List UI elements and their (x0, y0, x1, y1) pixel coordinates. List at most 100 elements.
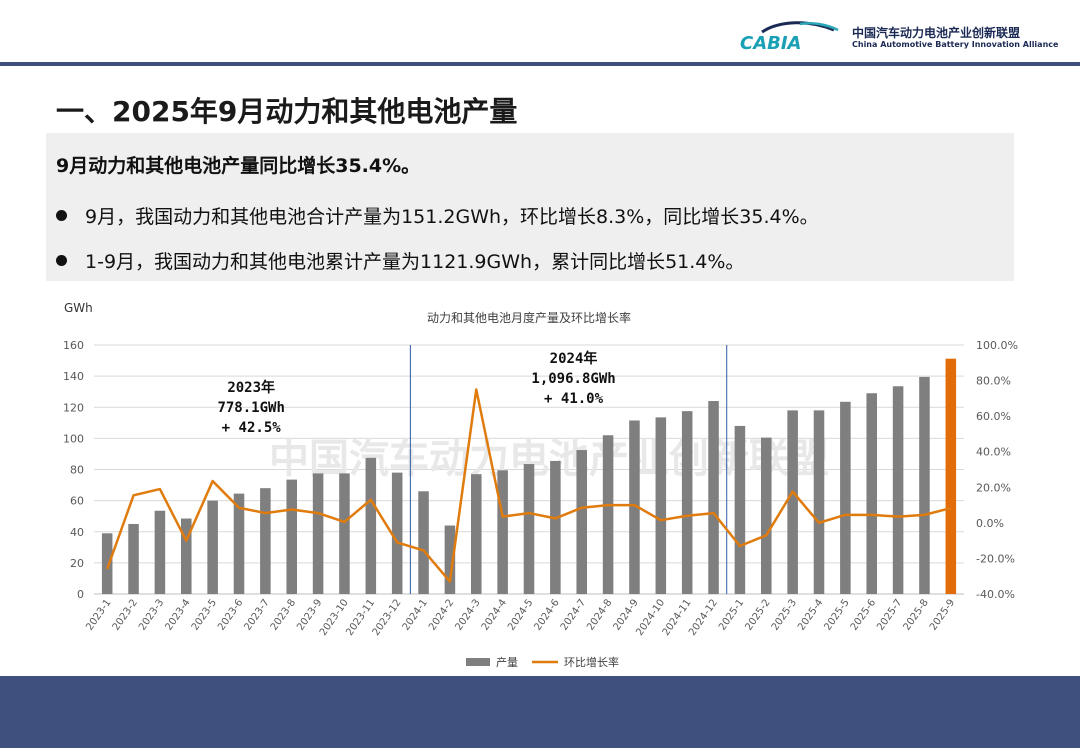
bar-production (312, 473, 324, 594)
page-title: 一、2025年9月动力和其他电池产量 (56, 95, 518, 128)
cabia-logo-icon: CABIA (740, 21, 839, 52)
bar-production (655, 417, 667, 594)
bar-production (128, 523, 139, 594)
bar-production (681, 411, 693, 594)
header-band: CABIA 中国汽车动力电池产业创新联盟 China Automotive Ba… (0, 0, 1080, 62)
x-tick-label: 2023-3 (137, 597, 166, 632)
summary-bullet-text: 9月，我国动力和其他电池合计产量为151.2GWh，环比增长8.3%，同比增长3… (85, 206, 819, 228)
legend-label-line: 环比增长率 (564, 655, 619, 669)
bar-production (286, 479, 297, 594)
annotation-text: 2024年 (550, 350, 598, 367)
annotation-text: + 42.5% (222, 420, 282, 436)
bar-production (813, 410, 825, 594)
logo-text: CABIA (740, 33, 802, 52)
x-tick-label: 2023-8 (269, 597, 298, 632)
bar-production (444, 525, 456, 594)
x-tick-label: 2024-7 (559, 597, 588, 632)
bar-production (471, 474, 482, 594)
bar-production (576, 450, 587, 594)
y-tick-label: 60 (70, 495, 84, 508)
y2-tick-label: 80.0% (976, 375, 1011, 388)
x-tick-label: 2024-6 (532, 597, 561, 632)
x-tick-label: 2023-7 (242, 597, 271, 632)
cabia-logo: CABIA 中国汽车动力电池产业创新联盟 China Automotive Ba… (740, 18, 1058, 54)
x-tick-label: 2024-1 (401, 597, 430, 632)
bar-production (734, 425, 746, 594)
x-tick-label: 2025-7 (875, 597, 904, 632)
bar-production (892, 386, 904, 594)
bar-production (866, 393, 877, 594)
chart-svg: 动力和其他电池月度产量及环比增长率 GWh 0 20 40 60 80 100 120 140 16… (63, 301, 1018, 669)
bar-production (418, 491, 429, 594)
x-tick-label: 2025-9 (928, 597, 957, 632)
x-tick-label: 2023-2 (111, 597, 140, 632)
bullet-dot-icon (56, 255, 67, 266)
bar-production (945, 358, 957, 594)
x-tick-label: 2023-4 (163, 597, 192, 632)
y-tick-label: 160 (63, 339, 84, 352)
x-tick-label: 2025-4 (796, 597, 825, 632)
legend-label-bar: 产量 (496, 655, 518, 669)
line-mom-growth (106, 388, 952, 583)
org-name-en: China Automotive Battery Innovation Alli… (852, 40, 1059, 49)
x-tick-label: 2025-2 (743, 597, 772, 632)
x-tick-label: 2023-1 (84, 597, 113, 632)
x-tick-label: 2025-3 (770, 597, 799, 632)
bar-production (339, 473, 350, 594)
x-tick-label: 2023-5 (190, 597, 219, 632)
bar-production (919, 376, 930, 594)
bar-production (365, 457, 377, 594)
x-tick-label: 2025-6 (849, 597, 878, 632)
bar-production (629, 420, 640, 594)
footer-band (0, 676, 1080, 748)
y2-tick-label: 100.0% (976, 339, 1018, 352)
y-tick-label: 20 (70, 557, 84, 570)
bar-production (602, 435, 614, 594)
y-tick-label: 100 (63, 432, 84, 445)
x-tick-label: 2025-1 (717, 597, 746, 632)
production-chart: 动力和其他电池月度产量及环比增长率 GWh 0 20 40 60 80 100 120 140 16… (46, 292, 1036, 676)
summary-bullet: 9月，我国动力和其他电池合计产量为151.2GWh，环比增长8.3%，同比增长3… (56, 202, 819, 229)
y-tick-label: 0 (77, 588, 84, 601)
bar-production (787, 410, 798, 594)
bullet-dot-icon (56, 210, 67, 221)
x-tick-label: 2024-8 (585, 597, 614, 632)
y-tick-label: 120 (63, 401, 84, 414)
bar-production (761, 437, 772, 594)
bar-production (101, 533, 113, 594)
org-name-cn: 中国汽车动力电池产业创新联盟 (852, 26, 1021, 40)
annotation-text: + 41.0% (544, 391, 604, 407)
y-axis-unit: GWh (64, 301, 93, 315)
y2-tick-label: -20.0% (976, 552, 1015, 565)
chart-title: 动力和其他电池月度产量及环比增长率 (427, 310, 631, 325)
x-tick-label: 2024-3 (453, 597, 482, 632)
x-tick-label: 2023-6 (216, 597, 245, 632)
bar-production (181, 518, 192, 594)
bar-production (233, 493, 245, 594)
bar-production (550, 460, 561, 594)
x-tick-label: 2025-5 (822, 597, 851, 632)
y-tick-label: 140 (63, 370, 84, 383)
bar-production (708, 401, 719, 594)
bar-production (523, 464, 535, 594)
y2-tick-label: 0.0% (976, 517, 1004, 530)
annotation-text: 1,096.8GWh (531, 371, 615, 387)
x-tick-label: 2024-2 (427, 597, 456, 632)
legend-swatch-bar (466, 658, 490, 666)
x-tick-label: 2025-8 (902, 597, 931, 632)
summary-headline: 9月动力和其他电池产量同比增长35.4%。 (56, 155, 421, 177)
y-tick-label: 40 (70, 526, 84, 539)
summary-box: 9月动力和其他电池产量同比增长35.4%。 9月，我国动力和其他电池合计产量为1… (46, 133, 1014, 281)
bar-production (497, 470, 508, 594)
annotation-text: 2023年 (227, 379, 275, 396)
x-tick-label: 2024-4 (480, 597, 509, 632)
bar-production (207, 500, 218, 594)
header-divider (0, 62, 1080, 66)
x-tick-label: 2024-5 (506, 597, 535, 632)
bar-production (260, 488, 271, 594)
annotation-text: 778.1GWh (217, 400, 284, 416)
y2-tick-label: 60.0% (976, 410, 1011, 423)
summary-bullet-text: 1-9月，我国动力和其他电池累计产量为1121.9GWh，累计同比增长51.4%… (85, 251, 745, 273)
bar-production (154, 510, 166, 594)
y2-tick-label: -40.0% (976, 588, 1015, 601)
